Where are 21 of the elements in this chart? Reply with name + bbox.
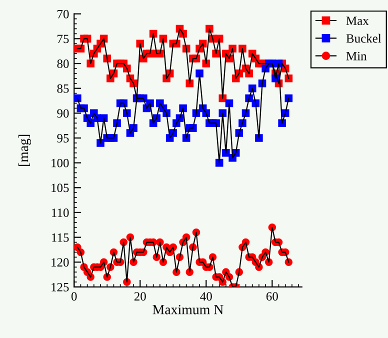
y-tick-label: 110 <box>52 208 69 217</box>
x-tick-label: 40 <box>200 292 212 301</box>
legend-label: Max <box>346 16 369 25</box>
x-tick-label: 60 <box>266 292 278 301</box>
y-tick-label: 105 <box>52 184 69 192</box>
x-tick-label: 0 <box>71 292 77 301</box>
legend-label: Buckel <box>346 34 382 43</box>
y-tick-label: 80 <box>57 60 69 68</box>
y-tick-label: 85 <box>57 84 69 93</box>
legend-label: Min <box>346 52 367 60</box>
x-axis-title: Maximum N <box>152 304 224 314</box>
x-tick-label: 20 <box>134 292 146 301</box>
y-tick-label: 75 <box>58 34 69 44</box>
y-tick-label: 100 <box>52 158 69 168</box>
y-tick-label: 95 <box>57 134 69 142</box>
y-tick-label: 125 <box>52 283 69 292</box>
y-axis-title: [mag] <box>18 134 32 166</box>
y-tick-label: 120 <box>52 258 69 267</box>
y-tick-label: 115 <box>52 233 69 242</box>
y-tick-label: 90 <box>57 109 69 118</box>
y-tick-label: 70 <box>58 10 69 18</box>
